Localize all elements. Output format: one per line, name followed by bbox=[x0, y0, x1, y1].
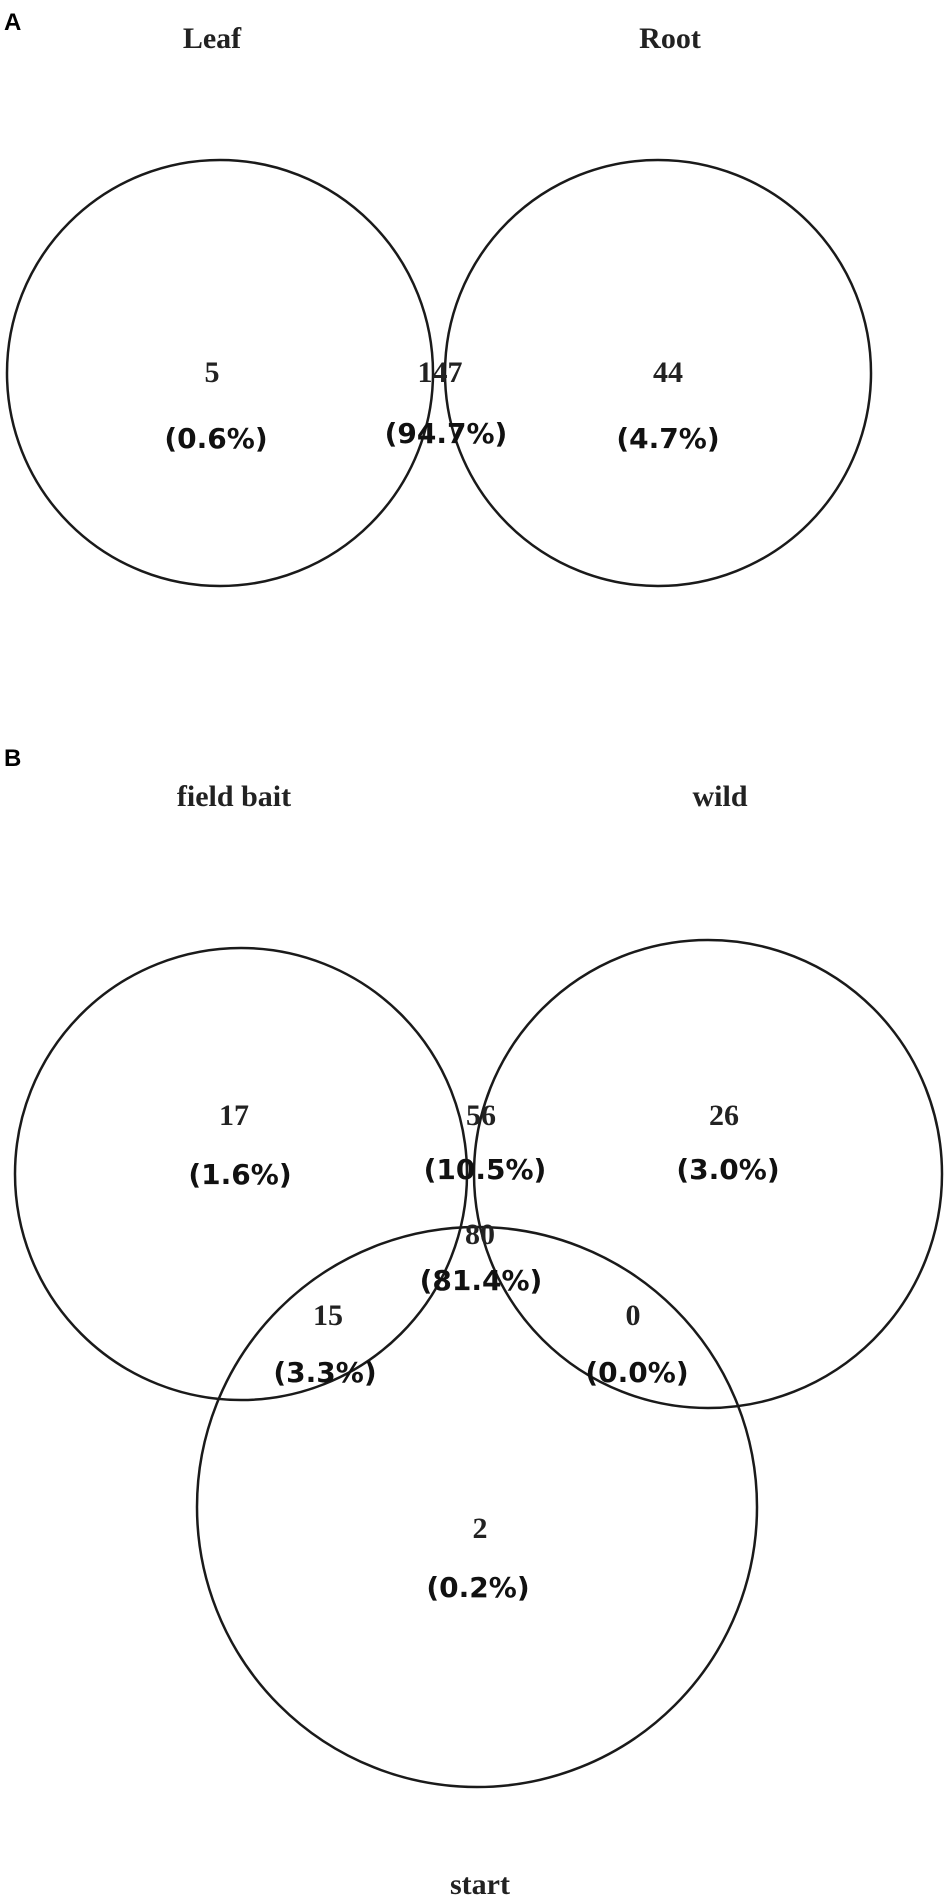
circle-leaf bbox=[5, 158, 435, 588]
region-leaf-only-pct: (0.6%) bbox=[164, 422, 267, 455]
region-leaf-root-pct: (94.7%) bbox=[385, 417, 508, 450]
region-leaf-root-count: 147 bbox=[418, 356, 463, 389]
panel-b: B field bait wild start 17 (1.6%) 56 (10… bbox=[4, 745, 944, 1901]
region-all-three-pct: (81.4%) bbox=[420, 1264, 543, 1297]
circle-wild bbox=[472, 938, 944, 1410]
region-fieldbait-wild-pct: (10.5%) bbox=[424, 1153, 547, 1186]
region-leaf-only-count: 5 bbox=[205, 356, 220, 389]
region-root-only-pct: (4.7%) bbox=[616, 422, 719, 455]
region-fieldbait-start-pct: (3.3%) bbox=[273, 1356, 376, 1389]
region-start-only-count: 2 bbox=[473, 1512, 488, 1545]
circle-start bbox=[195, 1225, 759, 1789]
region-wild-only-count: 26 bbox=[709, 1099, 739, 1132]
region-root-only-count: 44 bbox=[653, 356, 683, 389]
set-label-root: Root bbox=[639, 22, 701, 55]
region-fieldbait-only-count: 17 bbox=[219, 1099, 249, 1132]
panel-b-letter: B bbox=[4, 745, 21, 772]
set-label-start: start bbox=[450, 1868, 510, 1901]
panel-a: A Leaf Root 5 (0.6%) 147 (94.7%) 44 (4.7… bbox=[4, 9, 873, 588]
set-label-field-bait: field bait bbox=[177, 780, 291, 813]
region-fieldbait-only-pct: (1.6%) bbox=[188, 1158, 291, 1191]
region-fieldbait-wild-count: 56 bbox=[466, 1099, 496, 1132]
set-label-leaf: Leaf bbox=[183, 22, 242, 55]
circle-field-bait bbox=[13, 946, 469, 1402]
region-all-three-count: 80 bbox=[465, 1218, 495, 1251]
region-wild-start-count: 0 bbox=[626, 1299, 641, 1332]
region-wild-start-pct: (0.0%) bbox=[585, 1356, 688, 1389]
circle-root bbox=[443, 158, 873, 588]
region-wild-only-pct: (3.0%) bbox=[676, 1153, 779, 1186]
set-label-wild: wild bbox=[692, 780, 747, 813]
region-fieldbait-start-count: 15 bbox=[313, 1299, 343, 1332]
region-start-only-pct: (0.2%) bbox=[426, 1571, 529, 1604]
panel-a-letter: A bbox=[4, 9, 21, 36]
